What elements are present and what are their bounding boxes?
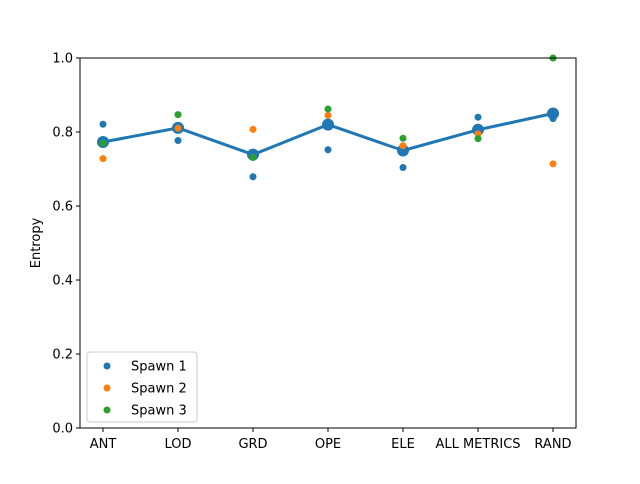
spawn-1-point (249, 173, 257, 181)
spawn-1-point (99, 120, 107, 128)
spawn-2-point (474, 130, 482, 138)
spawn-3-point (99, 139, 107, 147)
y-axis-label: Entropy (29, 217, 44, 268)
spawn-1-point (399, 164, 407, 172)
data-marks (97, 54, 559, 181)
spawn-3-point (249, 154, 257, 162)
x-tick-label: LOD (164, 437, 191, 452)
y-tick-label: 0.6 (52, 200, 73, 215)
legend-label: Spawn 1 (131, 360, 187, 375)
spawn-3-point (324, 105, 332, 113)
spawn-2-point (174, 124, 182, 132)
y-tick-label: 0.8 (52, 126, 73, 141)
spawn-2-point (324, 111, 332, 119)
y-tick-label: 0.2 (52, 348, 73, 363)
x-tick-label: ELE (391, 437, 415, 452)
spawn-1-point (549, 115, 557, 123)
y-tick-label: 1.0 (52, 52, 73, 67)
y-axis: 0.0 0.2 0.4 0.6 0.8 1.0 (52, 52, 80, 437)
spawn-2-point (549, 160, 557, 168)
legend: Spawn 1 Spawn 2 Spawn 3 (86, 351, 198, 423)
mean-point (322, 118, 334, 131)
x-tick-label: ANT (90, 437, 117, 452)
mean-point (547, 107, 559, 120)
x-tick-label: OPE (315, 437, 341, 452)
legend-marker (103, 362, 111, 370)
legend-box (86, 351, 198, 423)
spawn-1-point (324, 146, 332, 154)
spawn-2-point (399, 142, 407, 150)
x-tick-label: GRD (238, 437, 267, 452)
mean-point (397, 144, 409, 157)
spawn-3-point (399, 134, 407, 142)
legend-label: Spawn 3 (131, 404, 187, 419)
spawn-2-point (99, 155, 107, 163)
spawn-1-point (474, 113, 482, 121)
spawn-2-point (249, 125, 257, 133)
spawn-1-point (174, 137, 182, 145)
legend-marker (103, 406, 111, 414)
spawn-3-point (474, 135, 482, 143)
x-tick-label: ALL METRICS (435, 437, 520, 452)
legend-marker (103, 384, 111, 392)
x-axis: ANT LOD GRD OPE ELE ALL METRICS RAND (90, 428, 572, 452)
x-tick-label: RAND (534, 437, 571, 452)
legend-label: Spawn 2 (131, 382, 187, 397)
y-tick-label: 0.4 (52, 274, 73, 289)
spawn-3-point (174, 111, 182, 119)
y-tick-label: 0.0 (52, 422, 73, 437)
